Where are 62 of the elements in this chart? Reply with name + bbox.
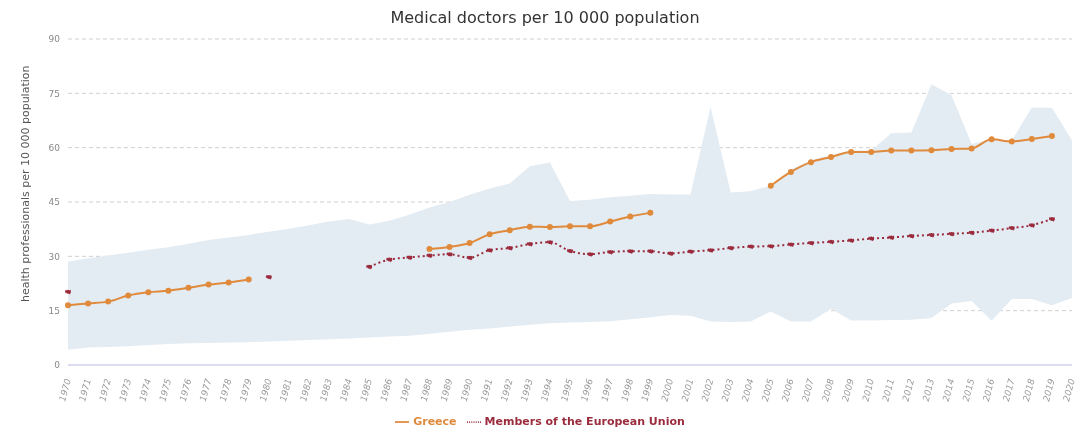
x-tick-label: 1992 (499, 377, 515, 403)
x-tick-label: 1976 (177, 377, 194, 403)
x-tick-label: 1981 (278, 377, 294, 403)
y-axis-title: health professionals per 10 000 population (18, 65, 32, 302)
x-tick-label: 1979 (237, 377, 254, 403)
x-tick-label: 2020 (1061, 377, 1077, 403)
chart-title: Medical doctors per 10 000 population (389, 8, 701, 27)
x-tick-label: 2001 (679, 377, 696, 403)
x-tick-label: 2011 (880, 377, 897, 403)
x-tick-label: 1993 (519, 377, 535, 403)
x-tick-label: 2013 (920, 377, 937, 403)
x-tick-label: 2010 (860, 377, 877, 403)
x-tick-label: 1994 (539, 377, 555, 403)
x-tick-label: 2005 (760, 377, 776, 403)
x-tick-label: 1983 (318, 377, 334, 403)
x-tick-label: 2014 (940, 377, 957, 403)
y-tick-label: 75 (48, 88, 60, 99)
legend-label: Greece (413, 415, 457, 428)
x-tick-label: 1986 (378, 377, 395, 403)
x-tick-label: 1984 (338, 377, 355, 403)
y-tick-label: 45 (48, 197, 60, 208)
x-tick-label: 1972 (97, 377, 114, 403)
x-tick-label: 2009 (840, 377, 857, 403)
x-tick-label: 2019 (1041, 377, 1057, 403)
x-tick-label: 1990 (458, 377, 475, 403)
x-tick-label: 1982 (298, 377, 314, 403)
x-tick-label: 1974 (137, 377, 154, 403)
x-tick-label: 2015 (960, 377, 977, 403)
y-tick-label: 0 (54, 360, 61, 371)
x-tick-label: 2006 (780, 377, 796, 403)
legend-label: Members of the European Union (484, 415, 685, 428)
x-tick-label: 1997 (599, 377, 616, 403)
x-tick-label: 2004 (739, 377, 756, 403)
y-tick-label: 30 (48, 251, 61, 262)
x-tick-label: 1970 (57, 377, 73, 403)
x-tick-label: 1996 (579, 377, 595, 403)
x-tick-label: 1987 (398, 377, 415, 403)
x-tick-label: 2008 (820, 377, 836, 403)
y-tick-label: 60 (48, 142, 61, 153)
x-tick-label: 2007 (800, 377, 816, 403)
x-tick-label: 2000 (659, 377, 676, 403)
x-tick-label: 1985 (358, 377, 375, 403)
x-tick-label: 1989 (438, 377, 455, 403)
x-tick-label: 1991 (478, 377, 495, 403)
x-tick-label: 2002 (699, 377, 716, 403)
x-tick-label: 2003 (719, 377, 736, 403)
x-tick-label: 1980 (258, 377, 274, 403)
x-tick-label: 2012 (900, 377, 917, 403)
y-tick-label: 15 (48, 305, 60, 316)
x-tick-label: 1978 (217, 377, 234, 403)
x-tick-label: 1977 (197, 377, 214, 403)
y-tick-label: 90 (48, 34, 61, 45)
x-tick-label: 1973 (117, 377, 134, 403)
x-tick-label: 1988 (418, 377, 435, 403)
x-tick-label: 2017 (1001, 377, 1017, 403)
x-tick-label: 1995 (559, 377, 575, 403)
x-tick-label: 2016 (980, 377, 997, 403)
x-tick-label: 1971 (77, 377, 93, 403)
x-tick-label: 1998 (619, 377, 636, 403)
x-tick-label: 2018 (1021, 377, 1037, 403)
x-tick-label: 1975 (157, 377, 174, 403)
x-tick-label: 1999 (639, 377, 656, 403)
